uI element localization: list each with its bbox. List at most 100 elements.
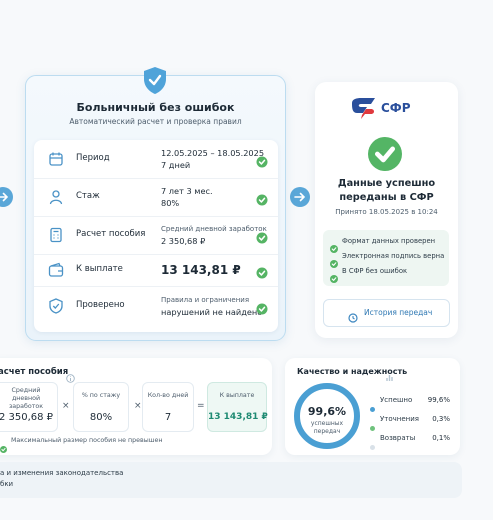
calc-operator: × [62, 401, 70, 411]
donut-label: успешных передач [310, 420, 344, 435]
row-value: 7 лет 3 мес. 80% [161, 185, 213, 209]
small-check-svg [330, 245, 338, 253]
arrow-button [290, 187, 310, 211]
row-label: Стаж [76, 191, 100, 201]
calc-value: 2 350,68 ₽ [0, 412, 54, 423]
row-value-line: 13 143,81 ₽ [161, 263, 241, 277]
check-icon [256, 229, 268, 248]
card-title: Больничный без ошибок [76, 101, 235, 114]
logo-text: СФР [381, 101, 411, 115]
donut-value: 99,6% [307, 405, 347, 418]
info-icon-svg [66, 374, 75, 383]
row-icon [48, 189, 64, 209]
row-value-line: 2 350,68 ₽ [161, 236, 206, 246]
small-check [330, 253, 338, 272]
note-check [0, 438, 7, 457]
legend-dot-svg [370, 407, 375, 412]
clock-icon-svg [348, 313, 358, 323]
quality-card: Качество и надежность 99,6% успешных перед… [285, 358, 460, 455]
detail-row: Период 12.05.2025 – 18.05.2025 7 дней [34, 140, 278, 179]
row-label: Расчет пособия [76, 229, 146, 239]
shield-icon [143, 66, 167, 99]
legend-dot [370, 416, 375, 435]
quality-title: Качество и надежность [297, 367, 408, 376]
check-text: В СФР без ошибок [342, 267, 408, 275]
chart-icon [386, 367, 393, 386]
small-check [330, 268, 338, 287]
calculation-card: асчет пособия Средний дневной заработок 2 … [0, 358, 272, 455]
detail-row: Расчет пособия Средний дневной заработок 2… [34, 216, 278, 255]
info-icon [66, 368, 75, 387]
accepted-text: Принято 18.05.2025 в 10:24 [335, 208, 438, 216]
legend-dot-svg [370, 426, 375, 431]
row-label: Период [76, 153, 110, 163]
sfr-logo-svg [352, 98, 375, 119]
note-check-svg [0, 446, 7, 453]
row-icon-svg [49, 298, 63, 314]
check-icon [256, 264, 268, 283]
card-subtitle: Автоматический расчет и проверка правил [69, 117, 242, 126]
detail-row: К выплате 13 143,81 ₽ [34, 254, 278, 287]
main-card: Больничный без ошибок Автоматический расч… [25, 75, 286, 341]
calc-value: 7 [164, 412, 172, 423]
small-check-svg [330, 260, 338, 268]
calc-box: К выплате 13 143,81 ₽ [207, 382, 268, 432]
calc-label: Средний дневной заработок [8, 387, 44, 410]
check-icon [256, 191, 268, 210]
check-icon [256, 300, 268, 319]
row-icon [48, 298, 64, 318]
history-button[interactable]: История передач [323, 299, 450, 327]
detail-row: Стаж 7 лет 3 мес. 80% [34, 178, 278, 217]
details-panel: Период 12.05.2025 – 18.05.2025 7 дней Стаж 7… [34, 140, 278, 332]
calc-label: К выплате [219, 392, 255, 399]
donut-svg [294, 383, 360, 449]
button-text[interactable]: История передач [364, 308, 433, 317]
small-check-svg [330, 275, 338, 283]
check-text: Формат данных проверен [342, 237, 436, 245]
row-value-line: 12.05.2025 – 18.05.2025 [161, 148, 265, 158]
chart-icon-svg [386, 375, 393, 381]
success-icon [368, 137, 402, 175]
small-check [330, 238, 338, 257]
checks-box: Формат данных проверен Электронная подпис… [323, 230, 449, 286]
row-icon [48, 227, 64, 247]
row-value: 12.05.2025 – 18.05.2025 7 дней [161, 147, 264, 171]
row-value: 13 143,81 ₽ [161, 262, 241, 278]
legend-name: Возвраты [380, 434, 416, 442]
calc-value: 80% [89, 412, 113, 423]
status-title: Данные успешно переданы в СФР [337, 178, 436, 203]
footer-line: а и изменения законодательства [0, 469, 124, 477]
legend-name: Успешно [380, 396, 413, 404]
row-icon-svg [50, 227, 62, 243]
check-text: Электронная подпись верна [342, 252, 445, 260]
sfr-card: СФР Данные успешно переданы в СФР Принято … [315, 82, 458, 338]
calc-note: Максимальный размер пособия не превышен [11, 437, 163, 444]
row-icon-svg [49, 152, 63, 166]
row-value-line: 7 лет 3 мес. [161, 186, 213, 196]
row-value: Средний дневной заработок 2 350,68 ₽ [161, 223, 267, 247]
row-icon-svg [48, 262, 64, 277]
row-icon [48, 151, 64, 171]
arrow-button [0, 187, 13, 211]
calc-title: асчет пособия [0, 367, 69, 377]
legend-value: 99,6% [427, 396, 450, 404]
footer-line: бки [0, 480, 14, 488]
check-icon [256, 153, 268, 172]
row-label: Проверено [76, 300, 125, 310]
row-value: Правила и ограничения нарушений не найден… [161, 294, 262, 318]
footer-strip: а и изменения законодательства бки [0, 462, 462, 498]
clock-icon [348, 308, 358, 327]
legend-dot [370, 397, 375, 416]
row-value-line: 80% [161, 198, 180, 208]
legend-dot [370, 435, 375, 454]
check-icon-svg [256, 156, 268, 168]
calc-value: 13 143,81 ₽ [208, 412, 268, 422]
sfr-logo [349, 97, 377, 125]
success-icon-svg [368, 137, 402, 171]
donut [293, 382, 361, 454]
detail-row: Проверено Правила и ограничения нарушений … [34, 286, 278, 326]
shield-icon-svg [144, 67, 166, 94]
row-value-line: нарушений не найдено [161, 307, 263, 317]
